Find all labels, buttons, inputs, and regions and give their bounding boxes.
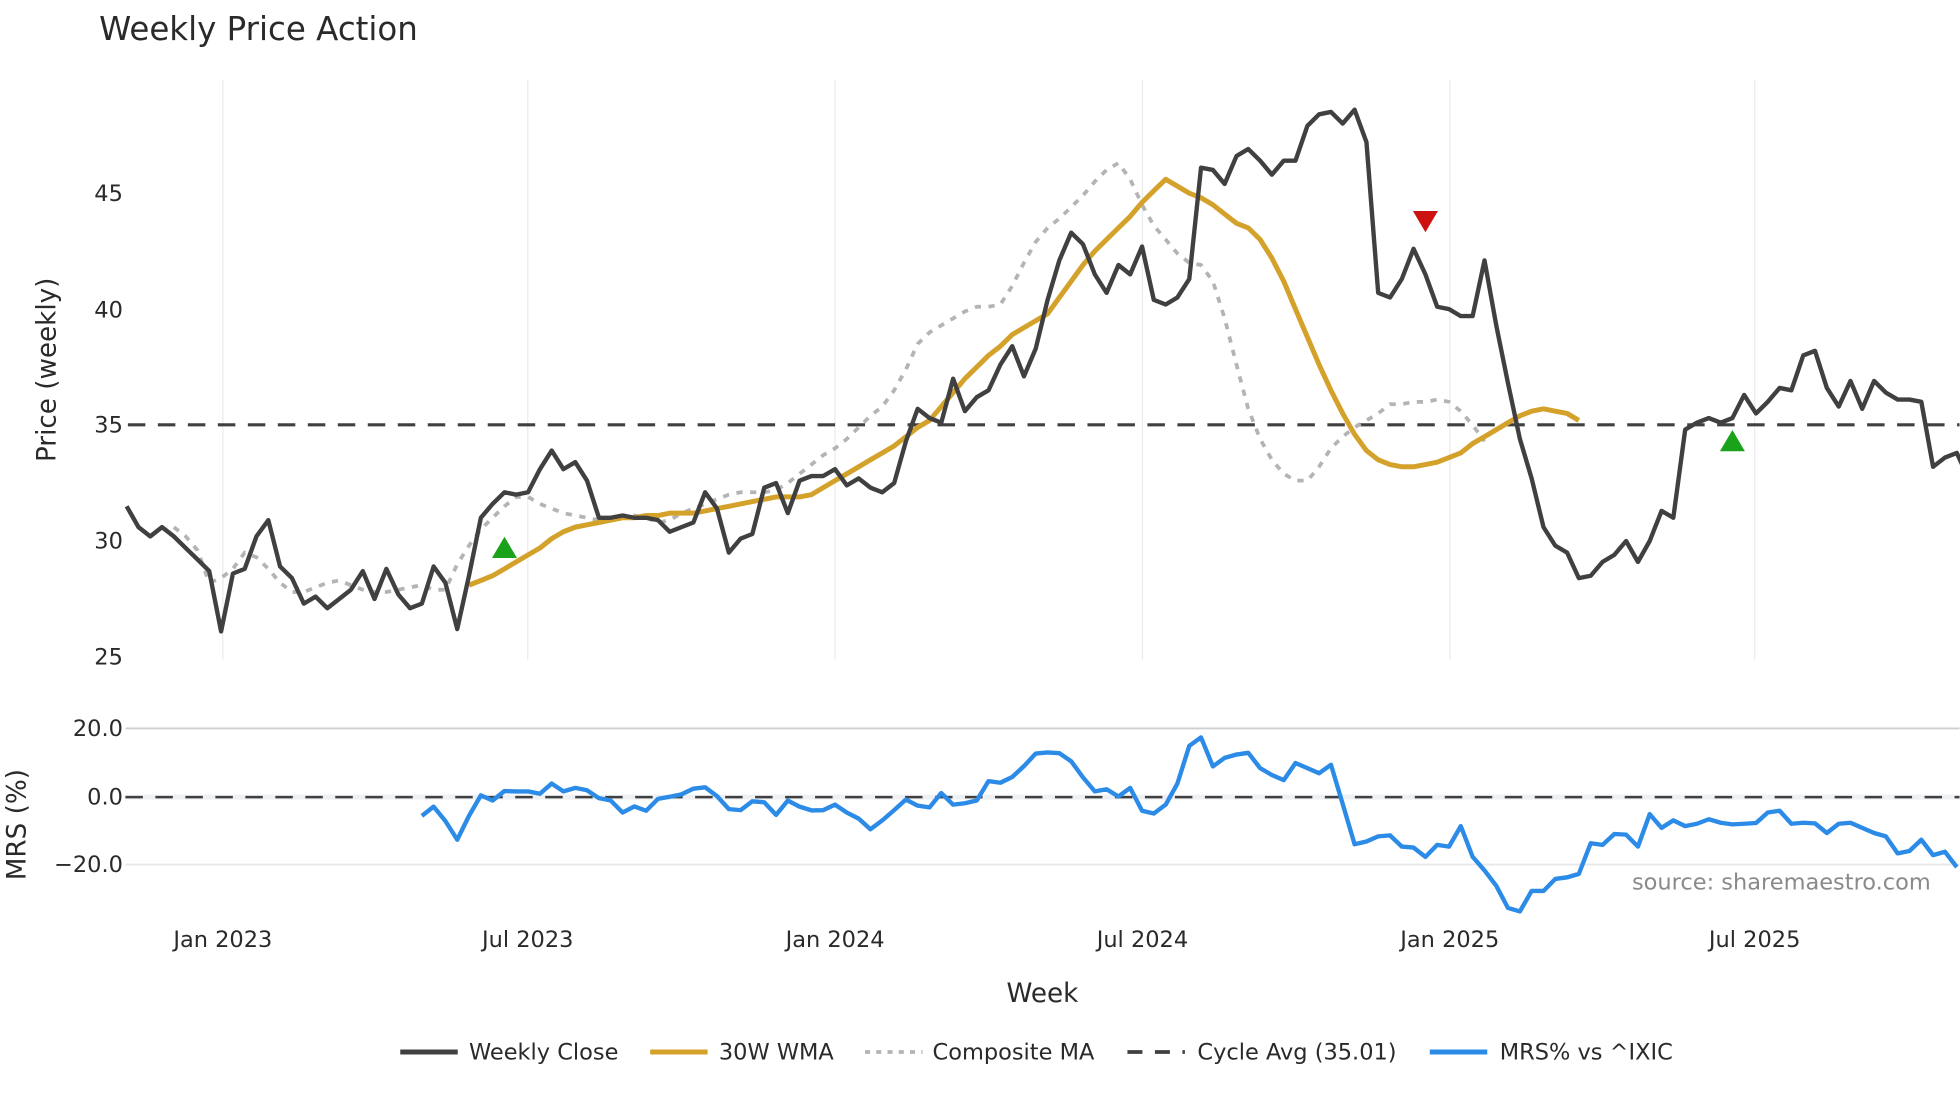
x-tick-jul-2023: Jul 2023 xyxy=(480,927,573,953)
x-tick-jul-2025: Jul 2025 xyxy=(1707,927,1800,953)
legend-item-composite-ma[interactable]: Composite MA xyxy=(865,1040,1095,1066)
x-tick-jan-2024: Jan 2024 xyxy=(784,927,885,953)
signal-markers xyxy=(491,210,1745,558)
legend-item-mrs[interactable]: MRS% vs ^IXIC xyxy=(1429,1040,1673,1066)
x-tick-jan-2023: Jan 2023 xyxy=(171,927,272,953)
vertical-gridlines xyxy=(222,79,1756,660)
mrs-axis-title: MRS (%) xyxy=(2,769,32,880)
price-y-axis: 45 40 35 30 25 Price (weekly) xyxy=(32,181,122,671)
legend-label-weekly-close: Weekly Close xyxy=(469,1040,618,1066)
legend: Weekly Close 30W WMA Composite MA Cycle … xyxy=(400,1040,1673,1066)
legend-label-composite-ma: Composite MA xyxy=(933,1040,1095,1066)
legend-item-30w-wma[interactable]: 30W WMA xyxy=(650,1040,834,1066)
price-tick-40: 40 xyxy=(94,297,123,323)
chart-title: Weekly Price Action xyxy=(99,10,418,48)
x-axis-title: Week xyxy=(1007,979,1080,1009)
legend-label-mrs: MRS% vs ^IXIC xyxy=(1500,1040,1673,1066)
composite-ma-line xyxy=(172,160,1487,594)
mrs-tick-20: 20.0 xyxy=(73,716,123,742)
buy-signal-triangle-up-icon xyxy=(491,536,517,558)
x-axis: Jan 2023 Jul 2023 Jan 2024 Jul 2024 Jan … xyxy=(171,927,1800,1009)
price-tick-25: 25 xyxy=(94,645,123,671)
weekly-close-line xyxy=(124,107,1960,634)
wma-30w-line xyxy=(468,176,1581,588)
legend-label-cycle-avg: Cycle Avg (35.01) xyxy=(1197,1040,1396,1066)
mrs-line xyxy=(420,735,1959,914)
mrs-tick-0: 0.0 xyxy=(87,785,123,811)
mrs-tick-neg20: −20.0 xyxy=(54,852,123,878)
legend-item-weekly-close[interactable]: Weekly Close xyxy=(400,1040,618,1066)
mrs-panel: 20.0 0.0 −20.0 MRS (%) source: sharemaes… xyxy=(2,716,1960,914)
price-tick-35: 35 xyxy=(94,412,123,438)
sell-signal-triangle-down-icon xyxy=(1412,210,1438,233)
price-axis-title: Price (weekly) xyxy=(32,278,62,462)
price-tick-30: 30 xyxy=(94,529,123,555)
buy-signal-triangle-up-icon xyxy=(1719,430,1745,452)
source-annotation: source: sharemaestro.com xyxy=(1632,870,1931,896)
x-tick-jan-2025: Jan 2025 xyxy=(1398,927,1499,953)
price-tick-45: 45 xyxy=(94,181,123,207)
x-tick-jul-2024: Jul 2024 xyxy=(1095,927,1188,953)
legend-item-cycle-avg[interactable]: Cycle Avg (35.01) xyxy=(1127,1040,1397,1066)
legend-label-30w-wma: 30W WMA xyxy=(719,1040,835,1066)
